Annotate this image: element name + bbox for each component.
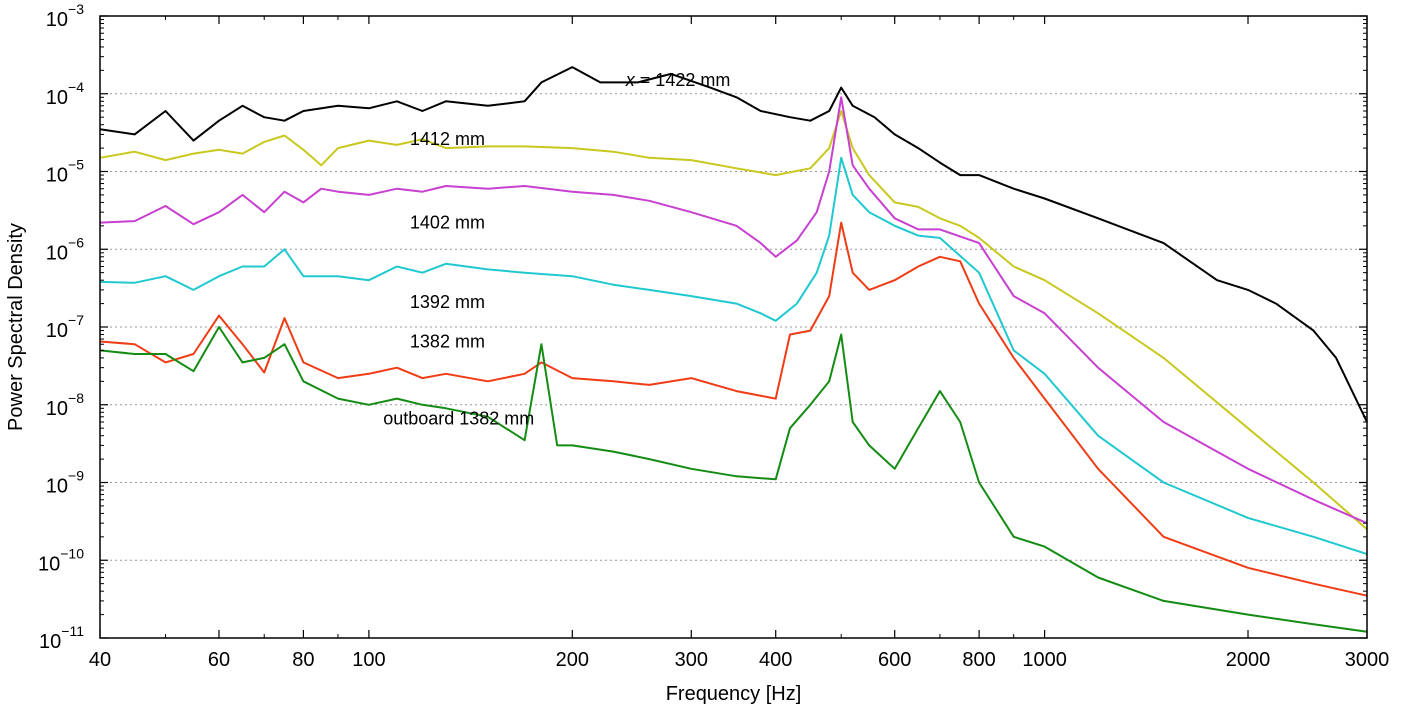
- x-axis-title: Frequency [Hz]: [666, 683, 802, 705]
- series-line: [99, 110, 1368, 531]
- y-tick-label: 10−3: [46, 1, 84, 31]
- series-line: [99, 66, 1368, 423]
- x-tick-label: 80: [292, 649, 314, 671]
- y-tick-label: 10−8: [46, 390, 84, 420]
- y-axis-title: Power Spectral Density: [5, 223, 27, 431]
- x-tick-label: 200: [556, 649, 589, 671]
- series-labels: x = 1422 mm 1412 mm 1402 mm 1392 mm 1382 mm o…: [383, 70, 730, 428]
- x-tick-label: 400: [759, 649, 792, 671]
- series-line: [99, 96, 1368, 525]
- series-label: outboard 1382 mm: [383, 408, 534, 428]
- series-line: [99, 221, 1368, 597]
- series-label: 1392 mm: [410, 292, 485, 312]
- y-tick-label: 10−9: [46, 468, 84, 498]
- y-tick-label: 10−5: [46, 157, 84, 187]
- y-tick-label: 10−10: [38, 545, 84, 575]
- x-tick-label: 800: [962, 649, 995, 671]
- series-line: [99, 326, 1368, 633]
- x-tick-label: 3000: [1345, 649, 1390, 671]
- series-lines: [99, 66, 1368, 633]
- y-tick-label: 10−4: [46, 79, 84, 109]
- x-tick-label: 1000: [1022, 649, 1067, 671]
- axis-ticks: 10−310−410−510−610−710−810−910−1010−1140…: [38, 1, 1389, 671]
- series-label: 1402 mm: [410, 213, 485, 233]
- series-label: 1382 mm: [410, 332, 485, 352]
- x-tick-label: 60: [208, 649, 230, 671]
- y-tick-label: 10−11: [39, 623, 84, 653]
- y-tick-label: 10−7: [46, 312, 84, 342]
- x-tick-label: 40: [89, 649, 111, 671]
- x-tick-label: 300: [675, 649, 708, 671]
- series-label: x = 1422 mm: [625, 70, 731, 90]
- grid-lines: [100, 93, 1367, 561]
- y-tick-label: 10−6: [46, 234, 84, 264]
- x-tick-label: 600: [878, 649, 911, 671]
- x-tick-label: 2000: [1226, 649, 1271, 671]
- series-line: [99, 156, 1368, 556]
- x-tick-label: 100: [352, 649, 385, 671]
- series-label: 1412 mm: [410, 129, 485, 149]
